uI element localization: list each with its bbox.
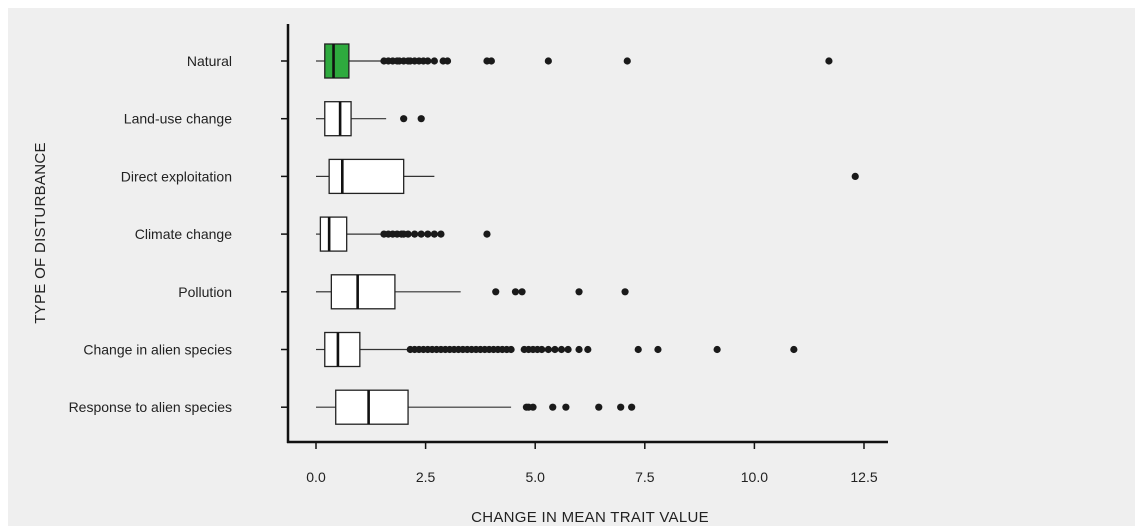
outlier-point	[507, 345, 515, 354]
outlier-point	[584, 345, 592, 354]
outlier-point	[562, 403, 570, 411]
outlier-point	[825, 57, 833, 65]
outlier-point	[575, 288, 583, 296]
y-axis-title: TYPE OF DISTURBANCE	[32, 142, 49, 324]
iqr-box	[319, 216, 348, 252]
x-tick-label: 10.0	[741, 469, 768, 485]
box-group	[316, 216, 491, 252]
category-labels: Natural Land-use change Direct exploitatio…	[69, 53, 233, 415]
category-label: Pollution	[178, 284, 232, 300]
outlier-point	[529, 403, 537, 411]
outlier-point	[790, 345, 798, 354]
category-label: Climate change	[135, 226, 232, 242]
outlier-point	[518, 288, 526, 296]
outlier-point	[617, 403, 625, 411]
box-group	[316, 101, 425, 137]
category-label: Natural	[187, 53, 232, 69]
outlier-point	[654, 345, 662, 354]
x-tick-label: 0.0	[306, 469, 326, 485]
iqr-box	[324, 43, 350, 79]
outlier-point	[851, 172, 859, 180]
outlier-point	[483, 230, 491, 238]
x-axis-ticks: 0.0 2.5 5.0 7.5 10.0 12.5	[306, 442, 878, 485]
chart-panel: Natural Land-use change Direct exploitatio…	[8, 8, 1135, 526]
outlier-point	[713, 345, 721, 354]
outlier-point	[487, 57, 495, 65]
outlier-point	[404, 230, 412, 238]
outlier-point	[549, 403, 557, 411]
outlier-point	[628, 403, 636, 411]
box-group	[316, 331, 798, 368]
outlier-point	[492, 288, 500, 296]
outlier-point	[424, 230, 432, 238]
x-tick-label: 5.0	[525, 469, 545, 485]
iqr-box	[324, 331, 361, 368]
x-tick-label: 12.5	[850, 469, 877, 485]
iqr-box	[330, 274, 396, 310]
x-tick-label: 7.5	[635, 469, 655, 485]
iqr-box	[324, 101, 352, 137]
box-group	[316, 43, 833, 79]
category-label: Land-use change	[124, 111, 232, 127]
outlier-point	[443, 57, 452, 65]
boxplot-series	[281, 43, 859, 425]
x-tick-label: 2.5	[416, 469, 436, 485]
iqr-box	[328, 158, 405, 195]
outlier-point	[544, 57, 552, 65]
outlier-point	[551, 345, 559, 354]
outlier-point	[430, 57, 438, 65]
outlier-point	[623, 57, 631, 65]
axes	[286, 24, 888, 444]
category-label: Change in alien species	[83, 342, 232, 358]
outlier-point	[634, 345, 642, 354]
outlier-point	[544, 345, 552, 354]
outlier-point	[430, 230, 438, 238]
box-group	[316, 389, 636, 425]
outlier-point	[538, 345, 546, 354]
outlier-point	[575, 345, 583, 354]
outlier-point	[411, 230, 419, 238]
category-label: Direct exploitation	[121, 168, 232, 184]
outlier-point	[621, 288, 629, 296]
outlier-point	[437, 230, 445, 238]
category-label: Response to alien species	[69, 399, 232, 415]
box-group	[316, 158, 859, 195]
outlier-point	[595, 403, 603, 411]
outlier-point	[417, 230, 425, 238]
iqr-box	[335, 389, 409, 425]
outlier-point	[417, 115, 425, 123]
box-group	[316, 274, 629, 310]
outlier-point	[557, 345, 566, 354]
x-axis-title: CHANGE IN MEAN TRAIT VALUE	[471, 509, 709, 526]
outlier-point	[424, 57, 432, 65]
outlier-point	[511, 288, 520, 296]
outlier-point	[400, 115, 408, 123]
boxplot-chart: Natural Land-use change Direct exploitatio…	[32, 24, 888, 526]
outlier-point	[564, 345, 572, 354]
